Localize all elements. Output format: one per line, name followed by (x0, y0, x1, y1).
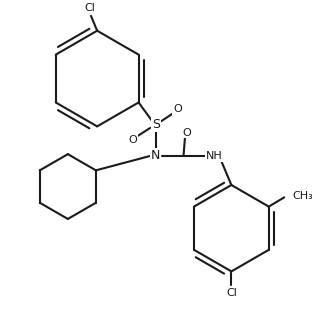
Text: Cl: Cl (84, 3, 95, 13)
Text: O: O (173, 104, 182, 114)
Text: Cl: Cl (226, 289, 237, 298)
Text: S: S (152, 118, 160, 131)
Text: O: O (128, 135, 137, 145)
Text: CH₃: CH₃ (292, 191, 313, 201)
Text: O: O (182, 128, 191, 137)
Text: N: N (151, 149, 161, 162)
Text: NH: NH (206, 151, 223, 161)
